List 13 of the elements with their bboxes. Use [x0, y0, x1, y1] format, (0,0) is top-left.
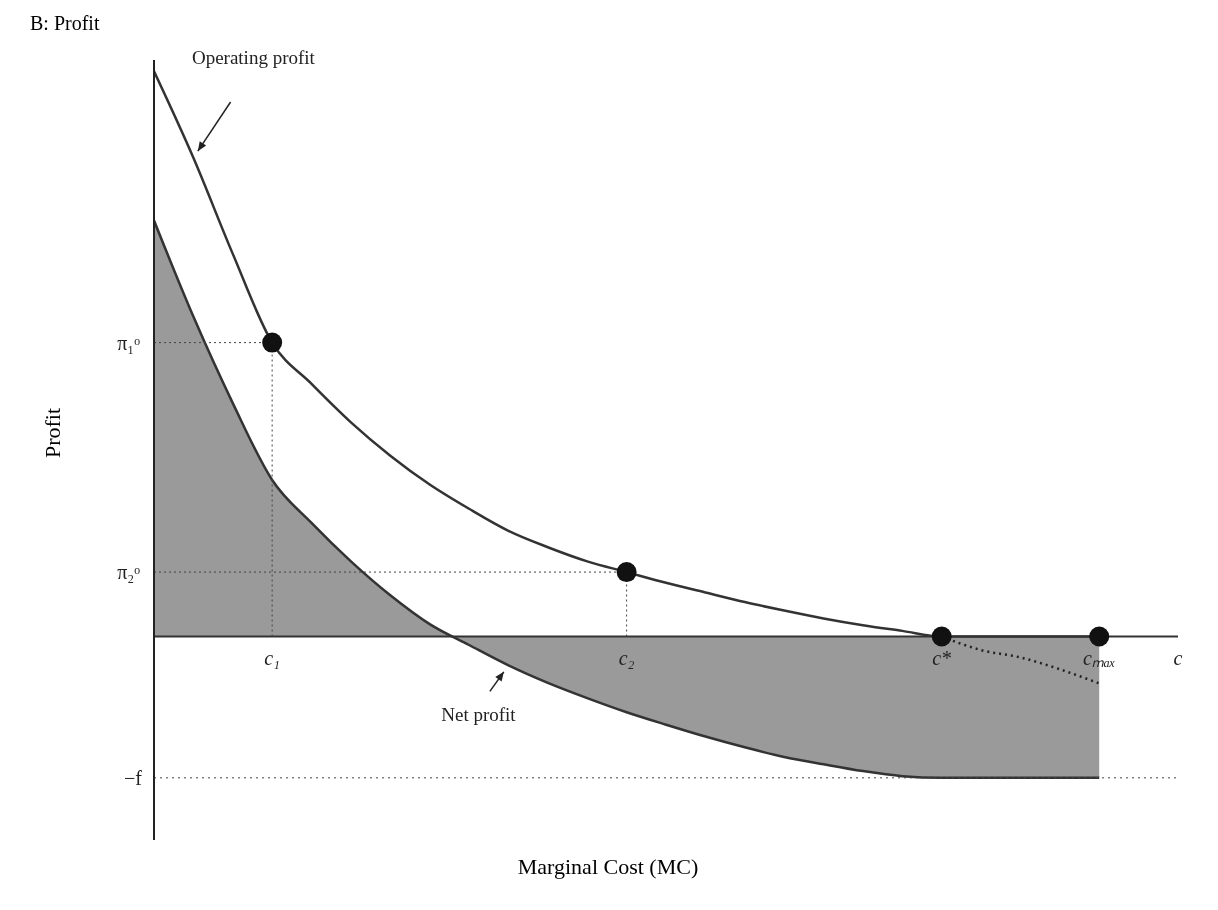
x-tick-label: cₘₐₓ — [1083, 646, 1116, 669]
x-axis-title: Marginal Cost (MC) — [516, 854, 700, 880]
ref-line-label: −f — [124, 766, 143, 789]
x-tick-label: c₁ — [264, 646, 281, 669]
x-tick-label: c — [1173, 646, 1183, 669]
series-label: Net profit — [441, 704, 517, 726]
y-axis-title: Profit — [40, 407, 67, 459]
chart-title: B: Profit — [29, 11, 101, 36]
annotation: π₂ᵒ — [117, 561, 141, 584]
x-tick-label: c₂ — [618, 646, 635, 669]
series-label: Operating profit — [191, 46, 316, 68]
annotation: π₁ᵒ — [117, 331, 141, 354]
x-tick-label: c* — [932, 646, 952, 669]
